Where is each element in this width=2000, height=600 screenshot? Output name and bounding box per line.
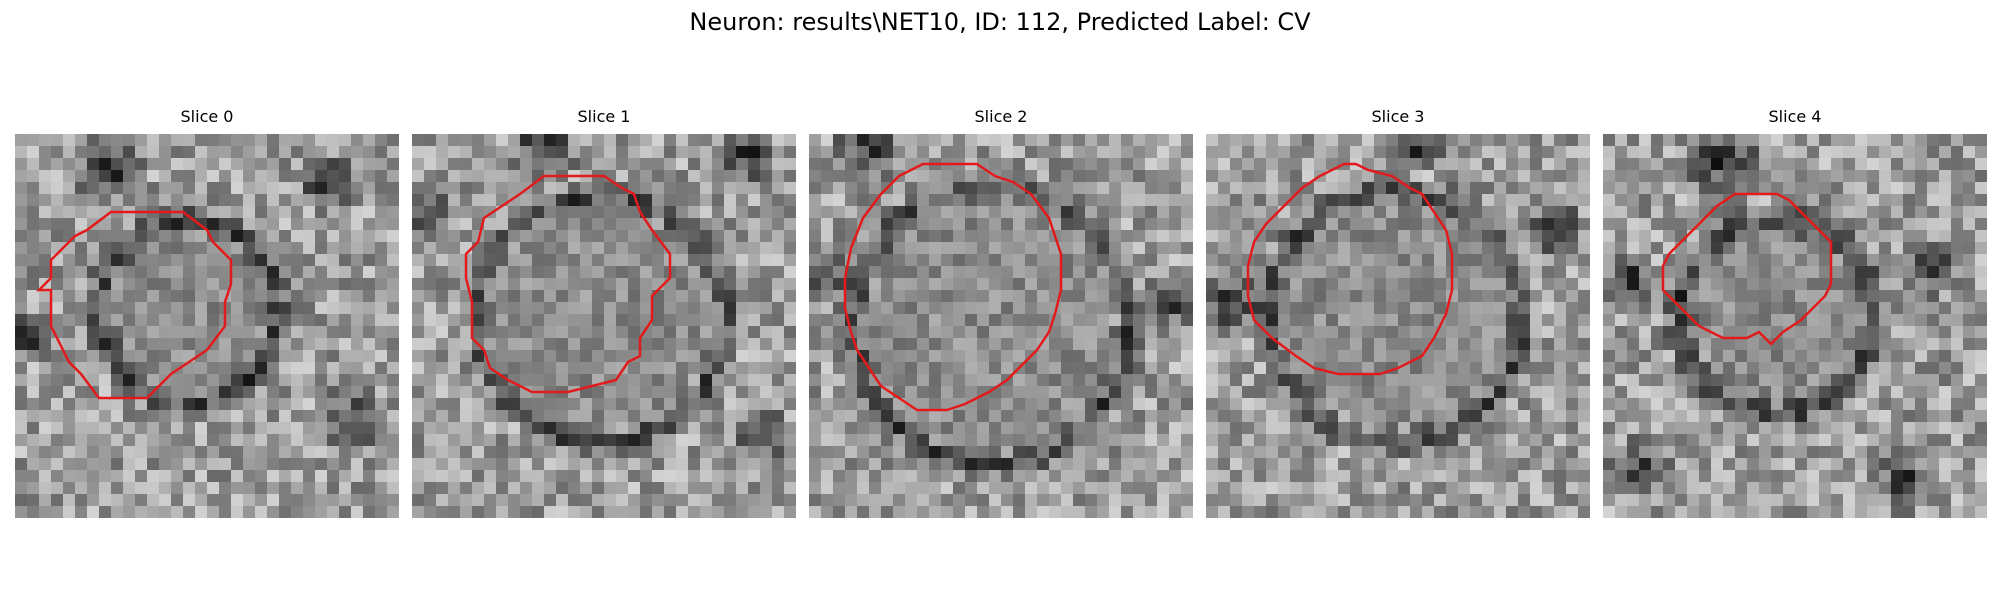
slice-title-2: Slice 2 [974,107,1028,126]
slice-title-0: Slice 0 [180,107,234,126]
slice-title-4: Slice 4 [1768,107,1822,126]
slice-image-2 [809,134,1193,518]
slice-pixels-2 [809,134,1193,518]
slice-image-3 [1206,134,1590,518]
slice-panel-3: Slice 3 [1206,107,1590,518]
slice-panel-2: Slice 2 [809,107,1193,518]
slice-title-1: Slice 1 [577,107,631,126]
neuron-contour-4 [1661,192,1833,346]
slice-panel-0: Slice 0 [15,107,399,518]
neuron-contour-2 [843,162,1063,412]
neuron-contour-0 [35,210,233,400]
slice-pixels-0 [15,134,399,518]
slice-pixels-3 [1206,134,1590,518]
slice-pixels-4 [1603,134,1987,518]
figure-title: Neuron: results\NET10, ID: 112, Predicte… [689,8,1311,36]
slice-image-0 [15,134,399,518]
slice-image-1 [412,134,796,518]
slice-pixels-1 [412,134,796,518]
slice-image-4 [1603,134,1987,518]
slice-title-3: Slice 3 [1371,107,1425,126]
neuron-contour-3 [1246,162,1454,376]
slice-panel-4: Slice 4 [1603,107,1987,518]
neuron-contour-1 [464,174,672,394]
slice-panel-1: Slice 1 [412,107,796,518]
